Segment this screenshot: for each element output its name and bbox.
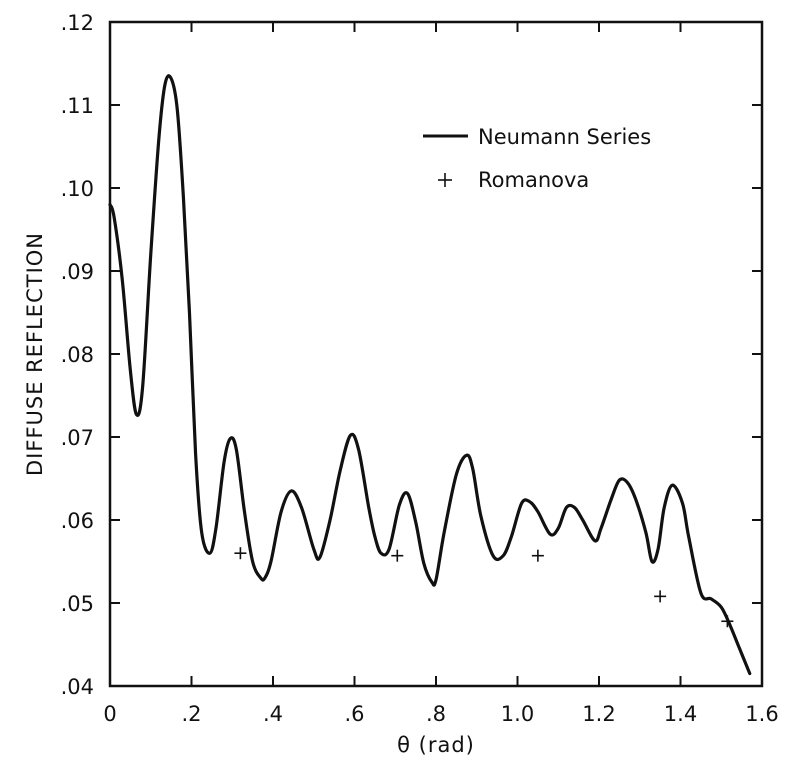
legend-label-neumann: Neumann Series xyxy=(478,125,651,149)
series-line-neumann xyxy=(108,74,752,676)
y-tick-label: .12 xyxy=(61,11,94,35)
data-point-romanova xyxy=(721,615,734,628)
x-axis-title: θ (rad) xyxy=(397,733,475,757)
x-tick-label: 1.2 xyxy=(582,702,615,726)
x-tick-label: 0 xyxy=(103,702,116,726)
x-tick-label: .4 xyxy=(263,702,283,726)
legend-label-romanova: Romanova xyxy=(478,168,589,192)
x-axis-tick-labels: 0 .2 .4 .6 .8 1.0 1.2 1.4 1.6 xyxy=(103,702,778,726)
y-tick-label: .04 xyxy=(61,675,94,699)
y-axis-title: DIFFUSE REFLECTION xyxy=(23,232,47,476)
y-tick-label: .09 xyxy=(61,260,94,284)
data-point-romanova xyxy=(391,549,404,562)
x-tick-label: .8 xyxy=(426,702,446,726)
legend-plus-marker xyxy=(438,173,452,187)
y-axis-ticks xyxy=(110,104,762,604)
plot-frame xyxy=(108,20,764,688)
data-point-romanova xyxy=(654,590,667,603)
y-tick-label: .10 xyxy=(61,177,94,201)
y-tick-label: .11 xyxy=(61,94,94,118)
y-tick-label: .05 xyxy=(61,592,94,616)
y-axis-tick-labels: .04 .05 .06 .07 .08 .09 .10 .11 .12 xyxy=(61,11,94,699)
x-tick-label: .6 xyxy=(344,702,364,726)
data-point-romanova xyxy=(531,549,544,562)
y-tick-label: .08 xyxy=(61,343,94,367)
x-tick-label: 1.0 xyxy=(501,702,534,726)
x-tick-label: 1.6 xyxy=(745,702,778,726)
data-point-romanova xyxy=(234,547,247,560)
y-tick-label: .07 xyxy=(61,426,94,450)
x-tick-label: 1.4 xyxy=(664,702,697,726)
x-tick-label: .2 xyxy=(181,702,201,726)
series-layer xyxy=(108,74,752,676)
y-tick-label: .06 xyxy=(61,509,94,533)
legend: Neumann Series Romanova xyxy=(423,125,651,192)
x-axis-ticks xyxy=(190,22,682,686)
